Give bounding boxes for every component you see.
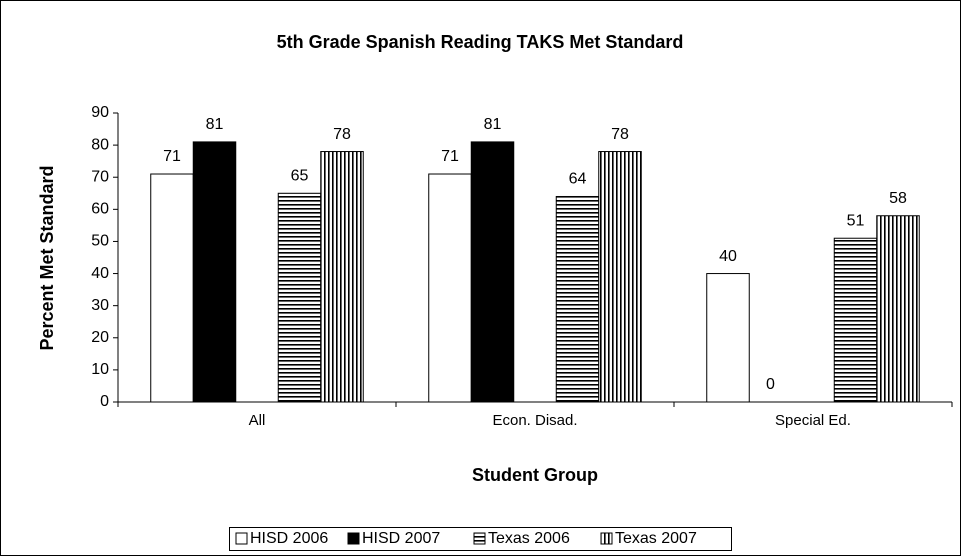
y-tick-label: 0 [100,393,109,410]
data-label: 0 [766,376,775,393]
x-tick-label: All [249,412,266,429]
y-tick-label: 60 [91,201,109,218]
bar [706,273,750,403]
x-tick-label: Econ. Disad. [492,412,577,429]
data-label: 71 [441,148,459,165]
data-label: 40 [719,248,737,265]
chart-title: 5th Grade Spanish Reading TAKS Met Stand… [277,32,684,52]
y-tick-label: 90 [91,104,109,121]
y-tick-label: 20 [91,329,109,346]
bar [555,195,600,403]
bar [470,141,515,403]
data-label: 65 [291,167,309,184]
data-label: 64 [569,171,587,188]
bar [320,151,364,403]
y-tick-label: 30 [91,297,109,314]
bar [598,151,642,403]
bar [876,215,920,403]
bar [833,237,878,403]
legend-label: HISD 2006 [250,530,328,547]
data-label: 81 [206,116,224,133]
data-label: 78 [611,126,629,143]
x-axis-label: Student Group [472,465,598,485]
y-tick-label: 80 [91,136,109,153]
bar [150,173,194,403]
bar [277,192,322,403]
data-label: 51 [847,212,865,229]
legend-swatch [600,532,613,545]
y-tick-label: 50 [91,233,109,250]
legend-swatch [473,532,486,545]
legend-label: HISD 2007 [362,530,440,547]
legend-swatch [235,532,248,545]
data-label: 78 [333,126,351,143]
data-label: 81 [484,116,502,133]
data-label: 58 [889,190,907,207]
y-axis-label: Percent Met Standard [37,165,57,350]
legend-swatch [347,532,360,545]
legend-label: Texas 2006 [488,530,570,547]
bar [428,173,472,403]
legend-label: Texas 2007 [615,530,697,547]
x-tick-label: Special Ed. [775,412,851,429]
data-label: 71 [163,148,181,165]
y-tick-label: 40 [91,265,109,282]
y-tick-label: 10 [91,361,109,378]
bar [192,141,237,403]
y-tick-label: 70 [91,168,109,185]
